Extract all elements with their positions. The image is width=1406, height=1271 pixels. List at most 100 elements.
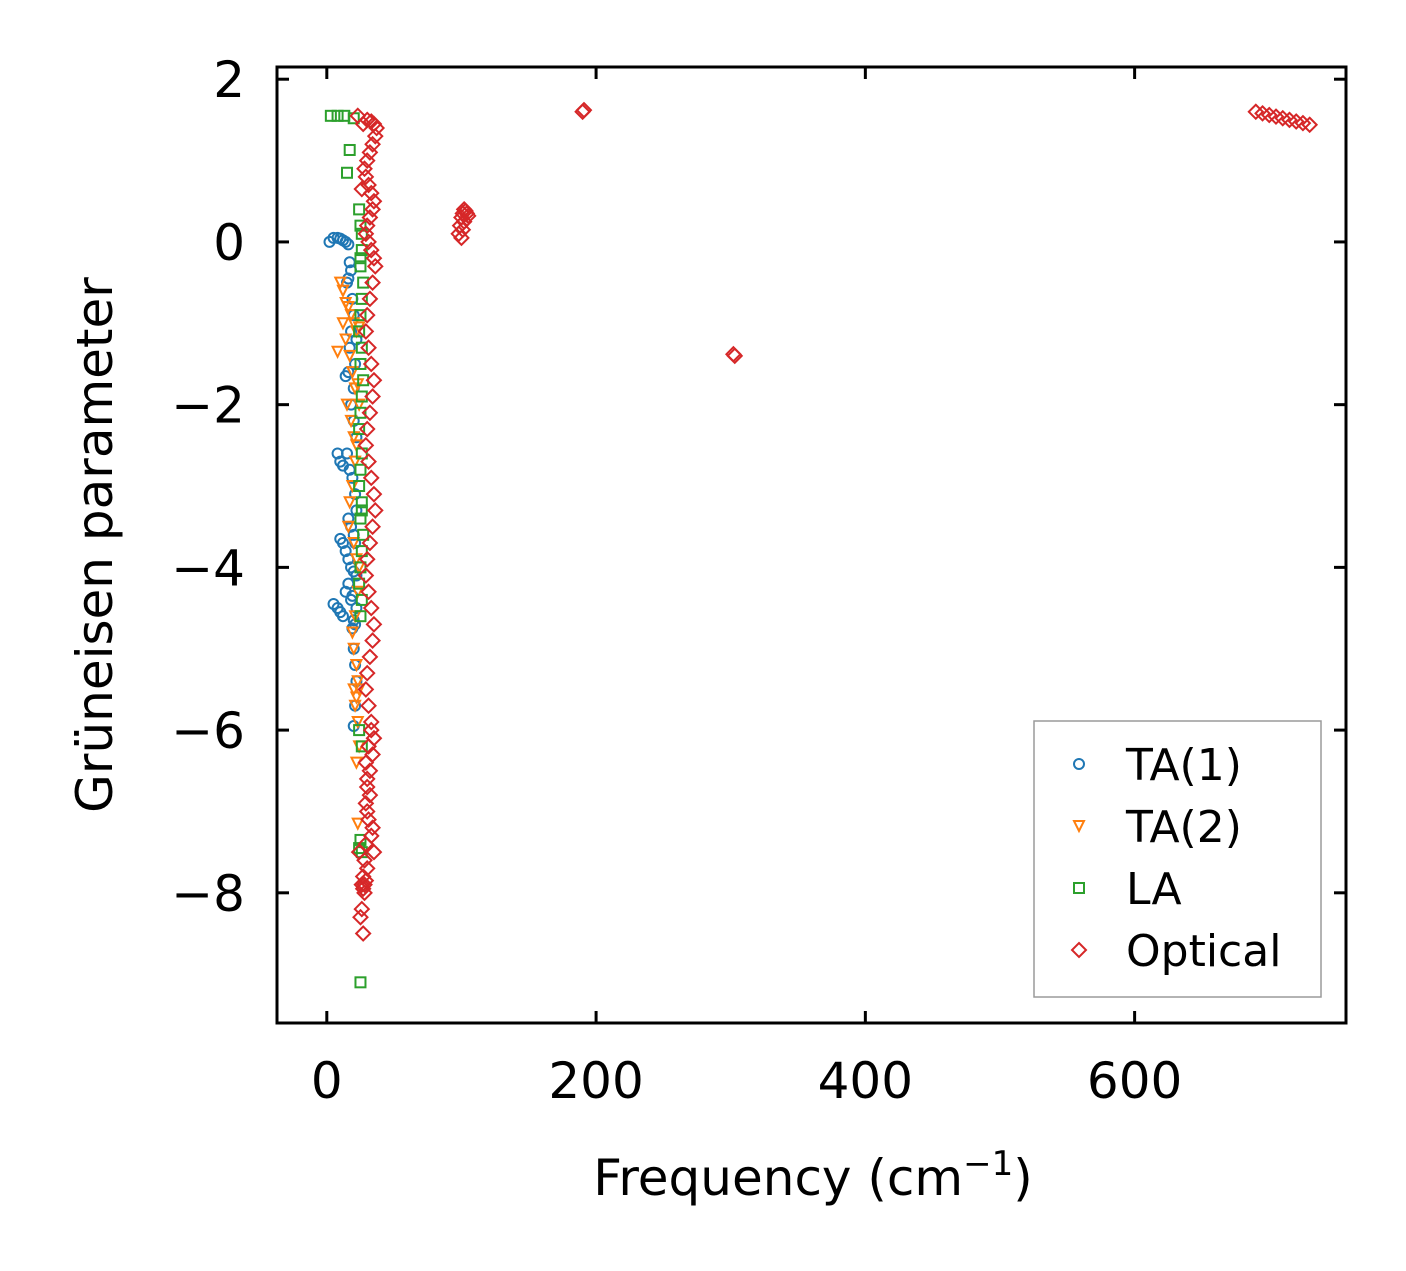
data-point bbox=[354, 252, 367, 265]
data-point bbox=[348, 699, 362, 713]
data-point bbox=[358, 152, 376, 169]
data-point bbox=[339, 545, 352, 558]
data-point bbox=[365, 192, 383, 210]
y-tick-label: 0 bbox=[213, 214, 245, 272]
data-point bbox=[364, 388, 382, 405]
data-point bbox=[339, 370, 352, 383]
data-point bbox=[340, 398, 354, 412]
data-point bbox=[343, 496, 357, 510]
legend-entry-ta1: TA(1) bbox=[1073, 740, 1242, 791]
data-point bbox=[366, 502, 384, 519]
data-point bbox=[356, 876, 373, 894]
data-point bbox=[343, 349, 357, 364]
data-points bbox=[323, 101, 1319, 989]
data-point bbox=[358, 217, 376, 235]
data-point bbox=[575, 101, 593, 119]
data-point bbox=[353, 325, 366, 338]
x-axis-label-end: ) bbox=[1013, 1149, 1033, 1207]
data-point bbox=[455, 213, 473, 231]
data-point bbox=[361, 290, 379, 308]
legend-label-la: LA bbox=[1126, 864, 1182, 915]
data-point bbox=[349, 659, 364, 673]
data-point bbox=[358, 420, 376, 438]
y-tick-label: −8 bbox=[171, 865, 245, 923]
data-point bbox=[354, 260, 367, 273]
data-point bbox=[365, 843, 383, 861]
data-point bbox=[339, 235, 352, 248]
data-point bbox=[324, 109, 337, 122]
x-tick-label: 0 bbox=[311, 1052, 343, 1110]
data-point bbox=[339, 333, 353, 347]
data-point bbox=[360, 811, 377, 829]
data-point bbox=[355, 504, 368, 517]
data-point bbox=[366, 257, 384, 275]
data-point bbox=[344, 414, 358, 429]
legend-entry-la: LA bbox=[1073, 864, 1182, 915]
data-point bbox=[352, 908, 369, 926]
data-point bbox=[342, 512, 355, 525]
legend-entry-optical: Optical bbox=[1070, 926, 1281, 977]
data-point bbox=[361, 144, 379, 161]
data-point bbox=[360, 697, 377, 715]
legend-label-ta1: TA(1) bbox=[1125, 740, 1242, 791]
data-point bbox=[343, 143, 356, 156]
data-point bbox=[355, 496, 368, 509]
data-point bbox=[360, 233, 377, 251]
y-tick-label: 2 bbox=[213, 51, 245, 109]
data-point bbox=[355, 341, 368, 354]
data-point bbox=[348, 455, 362, 469]
data-point bbox=[353, 876, 371, 894]
data-point bbox=[362, 721, 380, 739]
x-tick-label: 400 bbox=[818, 1052, 913, 1110]
data-point bbox=[364, 632, 382, 650]
data-point bbox=[365, 615, 383, 633]
data-point bbox=[341, 520, 355, 534]
data-point bbox=[347, 683, 361, 697]
data-point bbox=[354, 309, 367, 322]
legend-label-optical: Optical bbox=[1126, 926, 1281, 977]
data-point bbox=[350, 843, 368, 861]
data-point bbox=[364, 200, 382, 218]
data-point bbox=[454, 221, 472, 239]
data-point bbox=[362, 355, 380, 373]
series-ta2 bbox=[330, 276, 366, 831]
data-point bbox=[351, 715, 365, 730]
data-point bbox=[333, 276, 347, 290]
data-point bbox=[356, 160, 373, 178]
data-point bbox=[358, 770, 376, 788]
data-point bbox=[353, 900, 371, 918]
data-point bbox=[355, 593, 368, 606]
y-tick-label: −6 bbox=[171, 702, 245, 760]
data-point bbox=[357, 323, 375, 340]
data-point bbox=[358, 306, 376, 324]
x-tick-label: 200 bbox=[548, 1052, 643, 1110]
x-axis-label-superscript: −1 bbox=[963, 1144, 1013, 1184]
data-point bbox=[357, 872, 375, 890]
data-point bbox=[362, 713, 380, 731]
data-point bbox=[357, 754, 375, 772]
data-point bbox=[354, 561, 367, 574]
data-point bbox=[362, 241, 380, 259]
legend-marker-symbol bbox=[1072, 820, 1086, 834]
y-tick-label: −4 bbox=[171, 539, 245, 597]
data-point bbox=[330, 345, 345, 360]
data-point bbox=[361, 209, 379, 226]
data-point bbox=[355, 545, 368, 558]
data-point bbox=[453, 229, 470, 247]
legend: TA(1) TA(2) LA Optical bbox=[1033, 720, 1322, 998]
data-point bbox=[355, 292, 368, 305]
data-point bbox=[353, 203, 366, 216]
y-tick-label: −2 bbox=[171, 377, 245, 435]
data-point bbox=[357, 168, 375, 186]
legend-entry-ta2: TA(2) bbox=[1072, 802, 1242, 853]
legend-marker-la bbox=[1073, 882, 1085, 894]
legend-marker-ta2 bbox=[1072, 820, 1086, 834]
data-point bbox=[360, 339, 377, 357]
legend-marker-ta1 bbox=[1073, 758, 1085, 770]
data-point bbox=[368, 119, 386, 137]
data-point bbox=[342, 238, 355, 251]
data-point bbox=[354, 219, 367, 232]
data-point bbox=[331, 109, 344, 122]
data-point bbox=[364, 819, 382, 837]
data-point bbox=[353, 180, 371, 198]
